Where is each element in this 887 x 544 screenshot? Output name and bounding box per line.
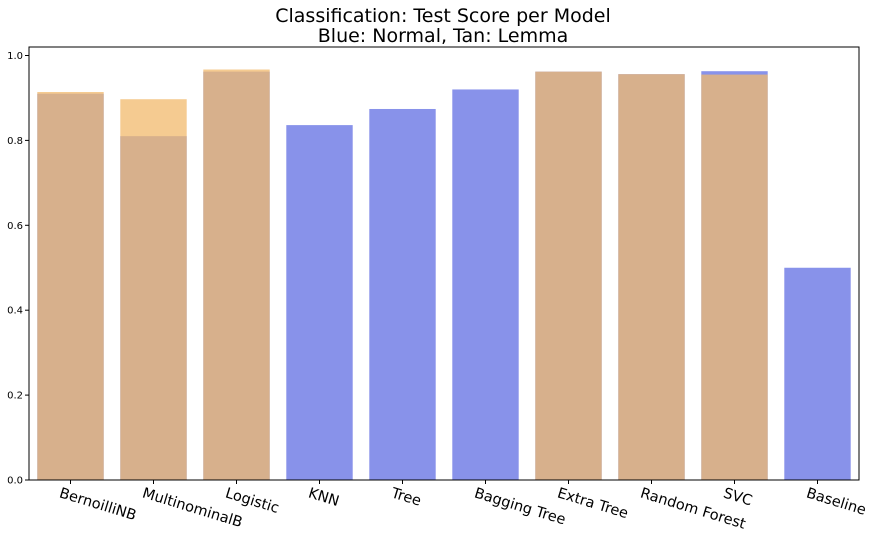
bar-lemma-0 — [37, 92, 104, 480]
y-tick-label-2: 0.4 — [7, 306, 23, 317]
y-axis: 0.0 0.2 0.4 0.6 0.8 1.0 — [7, 51, 29, 487]
x-tick-label-3: KNN — [306, 486, 341, 510]
x-tick-label-0: BernoilliNB — [57, 486, 138, 525]
plot-frame — [28, 46, 860, 481]
bar-normal-5 — [452, 89, 519, 480]
y-tick-label-5: 1.0 — [7, 51, 23, 62]
bar-lemma-2 — [203, 69, 270, 480]
x-tick-label-8: SVC — [721, 486, 754, 510]
y-tick-label-1: 0.2 — [7, 391, 23, 402]
bar-normal-3 — [286, 125, 353, 481]
bar-normal-4 — [369, 108, 436, 480]
chart-title-line-2: Blue: Normal, Tan: Lemma — [318, 25, 569, 47]
x-tick-label-9: Baseline — [804, 486, 868, 519]
bars-layer — [37, 69, 851, 481]
y-tick-label-0: 0.0 — [7, 476, 23, 487]
bar-lemma-7 — [618, 74, 685, 481]
x-tick-label-5: Bagging Tree — [472, 486, 567, 529]
y-tick-label-3: 0.6 — [7, 221, 23, 232]
bar-normal-9 — [784, 267, 851, 480]
bar-lemma-8 — [701, 74, 768, 480]
chart-title-line-1: Classification: Test Score per Model — [275, 5, 611, 27]
bar-lemma-6 — [535, 71, 602, 481]
x-tick-label-4: Tree — [388, 485, 423, 509]
x-tick-label-6: Extra Tree — [555, 486, 630, 523]
y-tick-label-4: 0.8 — [7, 136, 23, 147]
bar-lemma-1 — [120, 99, 187, 481]
